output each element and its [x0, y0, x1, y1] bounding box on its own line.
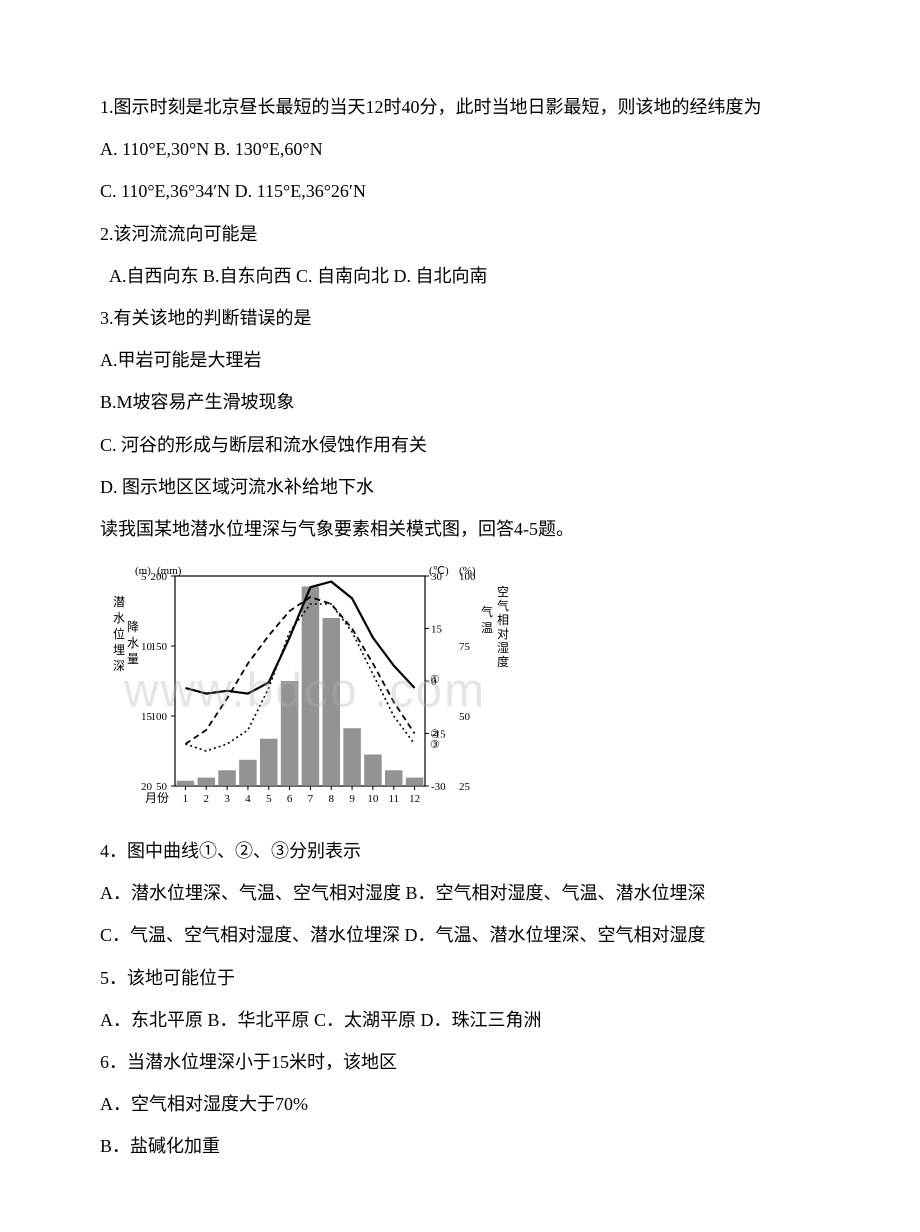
q6-option-a: A．空气相对湿度大于70% [100, 1087, 820, 1121]
svg-text:对: 对 [497, 627, 509, 641]
svg-text:100: 100 [151, 711, 168, 723]
svg-text:2: 2 [204, 793, 210, 805]
hydrology-chart: ①②③520010150151002050(m)(mm)潜水位埋深降水量-30-… [100, 556, 510, 826]
q5-stem: 5．该地可能位于 [100, 961, 820, 995]
q2-stem: 2.该河流流向可能是 [100, 217, 820, 251]
svg-text:5: 5 [266, 793, 272, 805]
intro-4-5: 读我国某地潜水位埋深与气象要素相关模式图，回答4-5题。 [100, 512, 820, 546]
svg-text:湿: 湿 [497, 640, 509, 655]
svg-text:温: 温 [481, 621, 493, 635]
svg-text:空: 空 [497, 585, 509, 599]
svg-text:15: 15 [431, 624, 443, 636]
svg-text:③: ③ [430, 739, 440, 751]
svg-text:6: 6 [287, 793, 293, 805]
svg-text:50: 50 [459, 711, 471, 723]
svg-text:气: 气 [497, 598, 509, 613]
svg-text:-15: -15 [431, 729, 446, 741]
q1-stem: 1.图示时刻是北京昼长最短的当天12时40分，此时当地日影最短，则该地的经纬度为 [100, 90, 820, 124]
svg-text:深: 深 [113, 659, 125, 673]
svg-text:11: 11 [388, 793, 399, 805]
q3-option-a: A.甲岩可能是大理岩 [100, 343, 820, 377]
svg-text:(mm): (mm) [157, 565, 182, 577]
svg-text:4: 4 [245, 793, 251, 805]
svg-text:3: 3 [224, 793, 230, 805]
svg-text:(%): (%) [459, 565, 476, 577]
svg-text:潜: 潜 [113, 595, 125, 609]
svg-text:量: 量 [127, 652, 139, 666]
q6-stem: 6．当潜水位埋深小于15米时，该地区 [100, 1045, 820, 1079]
svg-text:(m): (m) [135, 565, 151, 577]
svg-text:9: 9 [349, 793, 355, 805]
q5-options: A．东北平原 B．华北平原 C．太湖平原 D．珠江三角洲 [100, 1003, 820, 1037]
svg-text:150: 150 [151, 641, 168, 653]
q4-options-ab: A．潜水位埋深、气温、空气相对湿度 B．空气相对湿度、气温、潜水位埋深 [100, 876, 820, 910]
svg-text:12: 12 [409, 793, 420, 805]
svg-text:位: 位 [113, 626, 125, 641]
q3-option-c: C. 河谷的形成与断层和流水侵蚀作用有关 [100, 428, 820, 462]
svg-text:0: 0 [431, 676, 437, 688]
svg-text:75: 75 [459, 641, 471, 653]
svg-text:埋: 埋 [113, 643, 125, 657]
chart-svg: ①②③520010150151002050(m)(mm)潜水位埋深降水量-30-… [100, 556, 510, 826]
q4-stem: 4．图中曲线①、②、③分别表示 [100, 834, 820, 868]
svg-text:10: 10 [367, 793, 379, 805]
svg-text:相: 相 [497, 613, 509, 627]
svg-text:(℃): (℃) [429, 565, 449, 577]
svg-text:水: 水 [127, 636, 139, 650]
svg-text:降: 降 [127, 620, 139, 634]
svg-text:气: 气 [481, 604, 493, 619]
q6-option-b: B．盐碱化加重 [100, 1129, 820, 1163]
q3-stem: 3.有关该地的判断错误的是 [100, 301, 820, 335]
svg-text:7: 7 [308, 793, 314, 805]
q2-options: A.自西向东 B.自东向西 C. 自南向北 D. 自北向南 [100, 259, 820, 293]
svg-text:8: 8 [329, 793, 335, 805]
svg-text:25: 25 [459, 781, 471, 793]
q4-options-cd: C．气温、空气相对湿度、潜水位埋深 D．气温、潜水位埋深、空气相对湿度 [100, 918, 820, 952]
q1-options-cd: C. 110°E,36°34′N D. 115°E,36°26′N [100, 174, 820, 208]
svg-text:月份: 月份 [145, 791, 169, 805]
svg-text:度: 度 [497, 654, 509, 669]
q1-options-ab: A. 110°E,30°N B. 130°E,60°N [100, 132, 820, 166]
svg-text:水: 水 [113, 611, 125, 625]
svg-text:-30: -30 [431, 781, 446, 793]
svg-text:1: 1 [183, 793, 189, 805]
q3-option-b: B.M坡容易产生滑坡现象 [100, 385, 820, 419]
q3-option-d: D. 图示地区区域河流水补给地下水 [100, 470, 820, 504]
